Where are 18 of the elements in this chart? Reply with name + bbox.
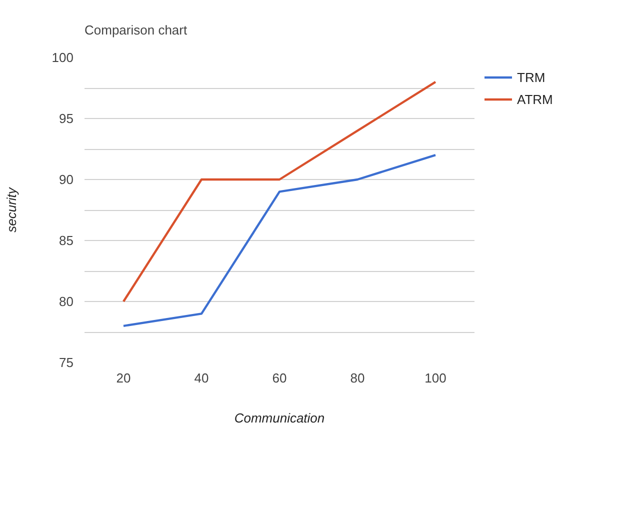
x-tick-label: 80 [350, 370, 365, 386]
chart-title: Comparison chart [84, 22, 188, 38]
line-series [122, 154, 437, 327]
x-tick-label: 60 [272, 370, 287, 386]
x-tick-label: 20 [116, 370, 131, 386]
line-series [122, 80, 437, 303]
x-axis-title: Communication [234, 410, 325, 426]
y-tick-label: 80 [59, 294, 74, 309]
x-tick-label: 100 [424, 370, 446, 386]
y-tick-label: 95 [59, 111, 74, 126]
y-tick-label: 90 [59, 172, 74, 187]
y-tick-label: 75 [59, 355, 74, 370]
x-tick-label: 40 [194, 370, 209, 386]
y-tick-label: 85 [59, 233, 74, 248]
y-tick-label: 100 [52, 50, 74, 65]
y-axis-title: security [4, 186, 19, 232]
legend-label: TRM [517, 70, 546, 84]
legend-label: ATRM [517, 92, 553, 106]
